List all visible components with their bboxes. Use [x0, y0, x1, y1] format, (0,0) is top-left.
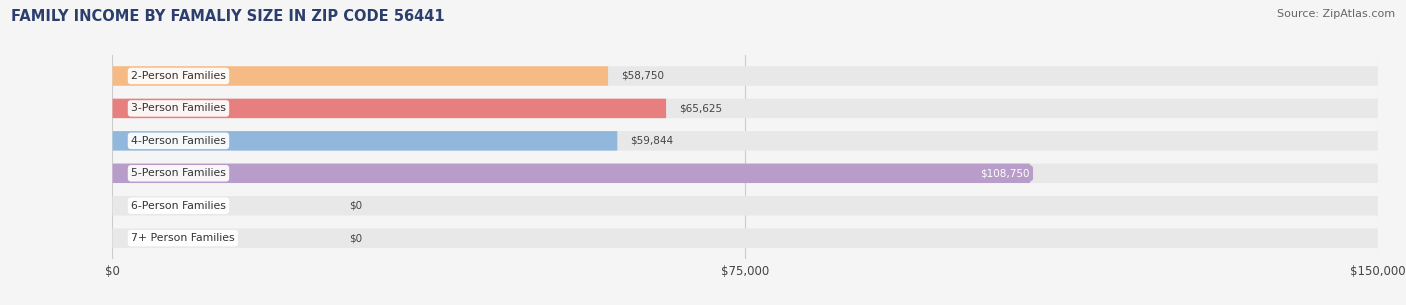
FancyBboxPatch shape — [112, 131, 1378, 151]
Text: 4-Person Families: 4-Person Families — [131, 136, 226, 146]
Text: $58,750: $58,750 — [620, 71, 664, 81]
Text: 2-Person Families: 2-Person Families — [131, 71, 226, 81]
FancyBboxPatch shape — [112, 66, 607, 86]
Text: $108,750: $108,750 — [980, 168, 1029, 178]
FancyBboxPatch shape — [112, 163, 1029, 183]
FancyBboxPatch shape — [112, 99, 666, 118]
FancyBboxPatch shape — [112, 99, 1378, 118]
FancyBboxPatch shape — [112, 196, 1378, 215]
FancyBboxPatch shape — [112, 228, 1378, 248]
Text: Source: ZipAtlas.com: Source: ZipAtlas.com — [1277, 9, 1395, 19]
Text: 3-Person Families: 3-Person Families — [131, 103, 226, 113]
Text: 5-Person Families: 5-Person Families — [131, 168, 226, 178]
Text: 6-Person Families: 6-Person Families — [131, 201, 226, 211]
Text: $59,844: $59,844 — [630, 136, 673, 146]
Text: $0: $0 — [349, 233, 361, 243]
FancyBboxPatch shape — [112, 163, 1378, 183]
Text: $65,625: $65,625 — [679, 103, 721, 113]
Text: FAMILY INCOME BY FAMALIY SIZE IN ZIP CODE 56441: FAMILY INCOME BY FAMALIY SIZE IN ZIP COD… — [11, 9, 444, 24]
FancyBboxPatch shape — [112, 131, 617, 151]
Text: 7+ Person Families: 7+ Person Families — [131, 233, 235, 243]
FancyBboxPatch shape — [112, 66, 1378, 86]
Text: $0: $0 — [349, 201, 361, 211]
